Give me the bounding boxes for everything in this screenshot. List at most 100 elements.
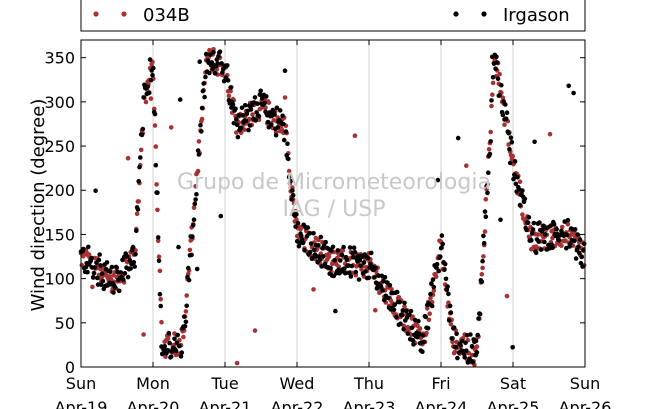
irgason-point <box>470 359 476 365</box>
irgason-point <box>506 130 511 136</box>
series-034b-point <box>196 139 202 144</box>
irgason-point <box>405 331 411 336</box>
irgason-point <box>494 60 500 65</box>
irgason-point <box>578 260 584 266</box>
irgason-point <box>372 275 377 280</box>
irgason-point <box>225 78 231 83</box>
irgason-point <box>230 102 236 107</box>
y-tick-label: 150 <box>44 225 75 244</box>
y-tick-label: 50 <box>55 314 75 333</box>
irgason-point <box>316 243 321 248</box>
irgason-point <box>194 266 200 272</box>
irgason-point <box>121 277 126 282</box>
watermark-line-1: Grupo de Micrometeorologia <box>177 170 491 195</box>
irgason-point <box>443 276 449 282</box>
irgason-point <box>192 201 198 207</box>
series-034b-point <box>108 276 114 282</box>
irgason-point <box>529 231 535 236</box>
irgason-point <box>504 110 510 115</box>
series-034b-point <box>155 238 161 244</box>
irgason-point <box>182 324 188 329</box>
series-034b-point <box>427 311 433 317</box>
irgason-point <box>503 116 509 122</box>
irgason-point <box>181 314 187 319</box>
irgason-point <box>166 330 172 336</box>
irgason-point <box>485 190 490 196</box>
irgason-point <box>328 265 333 271</box>
series-034b-point <box>250 112 255 117</box>
irgason-point <box>420 333 426 338</box>
irgason-point <box>243 118 249 124</box>
series-034b-point <box>431 288 437 293</box>
irgason-point <box>455 135 461 141</box>
irgason-point <box>538 247 544 252</box>
irgason-point <box>83 264 89 270</box>
irgason-point <box>550 245 555 251</box>
irgason-point <box>512 159 518 164</box>
irgason-point <box>137 164 142 170</box>
irgason-point <box>347 270 352 276</box>
irgason-point <box>335 248 341 253</box>
irgason-point <box>542 239 547 245</box>
irgason-point <box>300 240 306 246</box>
y-tick-label: 0 <box>65 358 75 377</box>
irgason-point <box>446 291 451 297</box>
irgason-point <box>344 257 350 263</box>
irgason-point <box>96 257 102 263</box>
plot-frame <box>80 39 586 368</box>
irgason-point <box>566 83 571 89</box>
series-034b-point <box>134 211 140 217</box>
irgason-point <box>111 290 116 295</box>
irgason-point <box>219 61 224 66</box>
irgason-point <box>275 125 281 130</box>
irgason-point <box>474 350 480 355</box>
irgason-point <box>576 244 581 249</box>
irgason-point <box>305 225 311 230</box>
irgason-point <box>186 277 192 283</box>
irgason-point <box>208 52 213 58</box>
x-tick-label-day: Fri <box>431 374 450 393</box>
y-tick-label: 250 <box>44 137 75 156</box>
series-034b-point <box>151 106 157 112</box>
irgason-point <box>178 354 184 359</box>
irgason-point <box>311 231 316 236</box>
irgason-point <box>286 156 291 162</box>
series-034b-point <box>482 229 488 234</box>
legend: 034B Irgason <box>80 0 586 32</box>
irgason-point <box>288 178 294 184</box>
irgason-point <box>140 126 146 132</box>
irgason-point <box>234 117 239 122</box>
series-034b-point <box>291 201 297 206</box>
irgason-point <box>577 250 582 256</box>
irgason-point <box>342 266 347 271</box>
irgason-point <box>564 232 570 238</box>
irgason-point <box>450 336 455 341</box>
series-034b-point <box>417 326 423 331</box>
series-034b-point <box>389 287 394 292</box>
irgason-point <box>425 325 431 331</box>
irgason-point <box>283 129 289 134</box>
irgason-point <box>238 125 244 131</box>
irgason-point <box>365 255 371 261</box>
irgason-point <box>510 345 515 350</box>
series-034b-point <box>474 344 480 349</box>
irgason-point <box>397 299 403 305</box>
irgason-point <box>368 250 374 256</box>
irgason-point <box>319 264 324 269</box>
irgason-point <box>448 310 454 315</box>
irgason-point <box>184 303 189 309</box>
irgason-point <box>435 177 441 183</box>
irgason-point <box>416 331 422 337</box>
legend-frame <box>80 0 586 32</box>
irgason-point <box>442 267 447 273</box>
irgason-point <box>497 92 502 98</box>
irgason-point <box>186 265 191 271</box>
y-tick-label: 200 <box>44 181 75 200</box>
irgason-point <box>290 188 295 193</box>
series-034b-point <box>520 212 525 217</box>
irgason-point <box>503 102 508 107</box>
series-034b-point <box>500 95 506 100</box>
irgason-point <box>202 94 207 100</box>
irgason-point <box>463 340 468 346</box>
series-034b-point <box>294 217 299 222</box>
